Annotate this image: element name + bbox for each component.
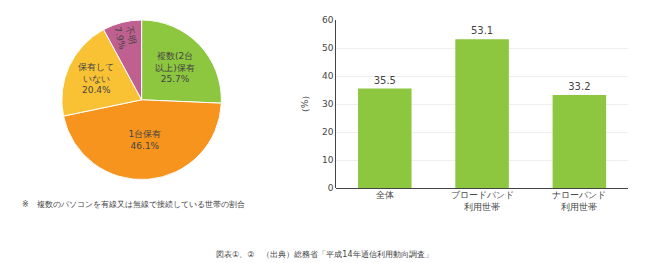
svg-text:図表①、② （出典）総務省「平成14年通信利用動向調査」: 図表①、② （出典）総務省「平成14年通信利用動向調査」 [216, 250, 433, 259]
svg-text:10: 10 [322, 155, 334, 165]
svg-text:複数(2台以上)保有25.7%: 複数(2台以上)保有25.7% [155, 51, 195, 84]
svg-text:30: 30 [322, 99, 334, 109]
svg-text:ナローバンド利用世帯: ナローバンド利用世帯 [552, 190, 606, 212]
svg-text:（%）: （%） [300, 91, 310, 118]
svg-text:53.1: 53.1 [471, 25, 493, 36]
svg-text:35.5: 35.5 [374, 75, 396, 86]
svg-text:50: 50 [322, 43, 334, 53]
svg-text:1台保有46.1%: 1台保有46.1% [128, 129, 161, 151]
svg-text:※ 複数のパソコンを有線又は無線で接続している世帯の割合: ※ 複数のパソコンを有線又は無線で接続している世帯の割合 [22, 200, 245, 209]
svg-text:ブロードバンド利用世帯: ブロードバンド利用世帯 [451, 190, 514, 212]
svg-text:保有していない20.4%: 保有していない20.4% [78, 62, 114, 95]
svg-text:不明7.9%: 不明7.9% [112, 23, 139, 51]
svg-text:20: 20 [322, 127, 334, 137]
svg-text:全体: 全体 [376, 190, 394, 200]
svg-text:60: 60 [322, 15, 334, 25]
svg-text:0: 0 [328, 183, 334, 193]
svg-text:40: 40 [322, 71, 334, 81]
svg-text:33.2: 33.2 [568, 81, 590, 92]
